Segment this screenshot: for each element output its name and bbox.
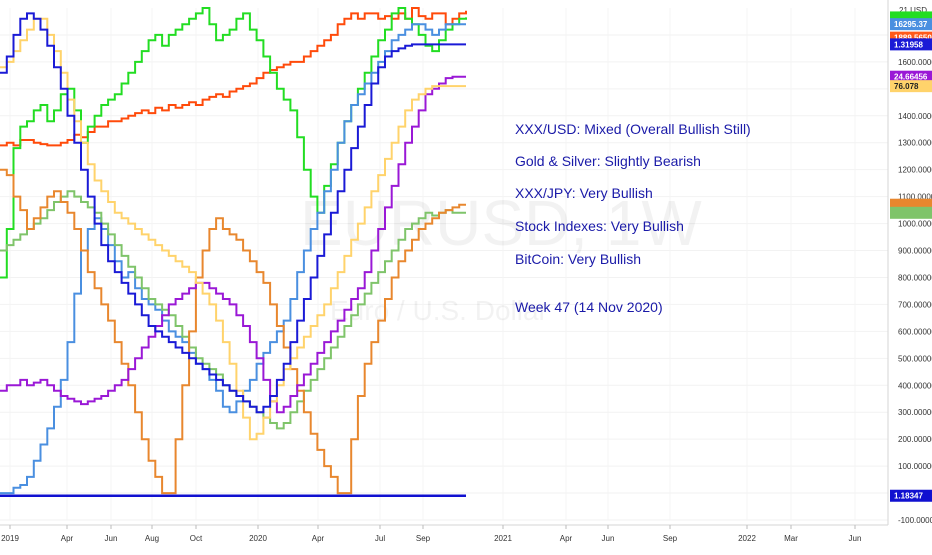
series-line-1 (0, 7, 467, 279)
y-tick-label: 1100.00000 (898, 193, 932, 202)
x-tick-label: Sep (663, 534, 678, 543)
note-text: BitCoin: Very Bullish (515, 251, 641, 267)
y-tick-label: 1300.00000 (898, 139, 932, 148)
price-badge-bg (890, 38, 932, 51)
price-badge-bg (890, 70, 932, 83)
y-tick-label: 100.00000 (898, 462, 932, 471)
series-line-2 (0, 23, 466, 495)
price-badge: 1.31958 (890, 38, 932, 51)
x-tick-label: 2021 (494, 534, 512, 543)
price-badge: 24.66456 (890, 70, 932, 83)
price-badge-label: 16295.37 (894, 20, 928, 29)
price-badge-label: 1.31958 (894, 40, 923, 49)
note-text: Week 47 (14 Nov 2020) (515, 299, 663, 315)
y-tick-label: 300.00000 (898, 408, 932, 417)
y-top-label: 21 USD (899, 6, 927, 15)
x-axis[interactable]: 2019 Apr Jun Aug Oct 2020 Apr Jul Sep 2021 Apr Jun S… (1, 525, 861, 543)
price-badge-label: 1889.56500 (894, 34, 932, 43)
x-tick-label: Sep (416, 534, 431, 543)
symbol-watermark: EURUSD, 1W (300, 187, 702, 259)
y-tick-label: 200.00000 (898, 435, 932, 444)
note-text: XXX/USD: Mixed (Overall Bullish Still) (515, 121, 751, 137)
y-tick-label: 1000.00000 (898, 220, 932, 229)
x-tick-label: Jun (849, 534, 862, 543)
price-badge-bg (890, 80, 932, 93)
x-tick-label: Jul (375, 534, 385, 543)
x-tick-label: Aug (145, 534, 159, 543)
price-badge-label: 24.66456 (894, 73, 928, 82)
note-text: Stock Indexes: Very Bullish (515, 218, 684, 234)
y-tick-label: 400.00000 (898, 381, 932, 390)
price-badge-label: 1.18347 (894, 492, 923, 501)
y-tick-label: 500.00000 (898, 354, 932, 363)
y-tick-label: 1400.00000 (898, 112, 932, 121)
price-badge-bg (890, 206, 932, 219)
x-tick-label: Jun (602, 534, 615, 543)
price-badge-bg (890, 18, 932, 31)
y-tick-label: 1600.00000 (898, 58, 932, 67)
series-line-4 (0, 168, 466, 495)
y-tick-label: 600.00000 (898, 327, 932, 336)
note-text: XXX/JPY: Very Bullish (515, 185, 653, 201)
notes-layer: XXX/USD: Mixed (Overall Bullish Still) Go… (515, 121, 751, 315)
series-line-5 (0, 75, 466, 414)
x-tick-label: 2022 (738, 534, 756, 543)
x-tick-label: Jun (105, 534, 118, 543)
price-badge-bg (890, 489, 932, 502)
y-tick-label: 700.00000 (898, 300, 932, 309)
grid-layer (0, 8, 888, 521)
x-tick-label: Apr (312, 534, 325, 543)
x-tick-label: 2019 (1, 534, 19, 543)
x-tick-label: Oct (190, 534, 203, 543)
price-badge (890, 206, 932, 219)
price-badge: 16295.37 (890, 18, 932, 31)
x-tick-label: Apr (61, 534, 74, 543)
price-badge: 76.078 (890, 80, 932, 93)
x-tick-label: 2020 (249, 534, 267, 543)
price-badge-label: 76.078 (894, 82, 919, 91)
y-tick-label: 1200.00000 (898, 166, 932, 175)
series-layer (0, 7, 467, 497)
y-tick-label: 900.00000 (898, 247, 932, 256)
currency-watermark: Euro / U.S. Dollar (330, 295, 548, 326)
y-tick-label: 800.00000 (898, 273, 932, 282)
x-tick-label: Mar (784, 534, 798, 543)
price-badge: 1.18347 (890, 489, 932, 502)
series-line-6 (0, 17, 466, 441)
y-tick-label: -100.00000 (898, 516, 932, 525)
series-line-7 (0, 12, 466, 414)
note-text: Gold & Silver: Slightly Bearish (515, 153, 701, 169)
x-tick-label: Apr (560, 534, 573, 543)
